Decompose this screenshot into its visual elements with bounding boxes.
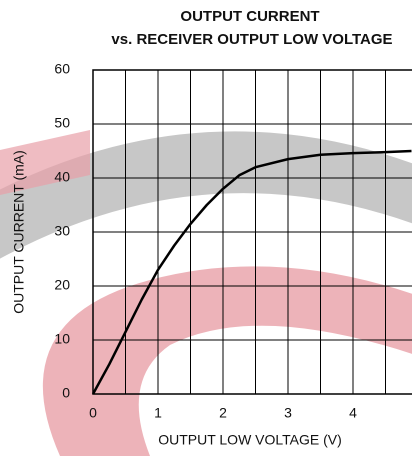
chart-subtitle: vs. RECEIVER OUTPUT LOW VOLTAGE [111, 31, 392, 48]
data-line [91, 149, 412, 395]
x-tick-label: 4 [349, 405, 357, 421]
y-tick-label: 60 [54, 61, 70, 77]
watermark-gray [0, 131, 412, 259]
watermark-pink [42, 266, 412, 456]
chart-title: OUTPUT CURRENT [180, 8, 319, 25]
y-tick-label: 40 [54, 169, 70, 185]
x-tick-label: 3 [284, 405, 292, 421]
x-axis-label: OUTPUT LOW VOLTAGE (V) [158, 432, 342, 448]
y-tick-label: 20 [54, 277, 70, 293]
watermark-pink-left [0, 130, 90, 195]
y-tick-label: 0 [62, 385, 70, 401]
y-tick-label: 50 [54, 115, 70, 131]
y-tick-label: 10 [54, 331, 70, 347]
x-tick-label: 0 [89, 405, 97, 421]
y-tick-label: 30 [54, 223, 70, 239]
x-tick-label: 2 [219, 405, 227, 421]
y-axis-label: OUTPUT CURRENT (mA) [11, 150, 27, 314]
x-tick-label: 1 [154, 405, 162, 421]
